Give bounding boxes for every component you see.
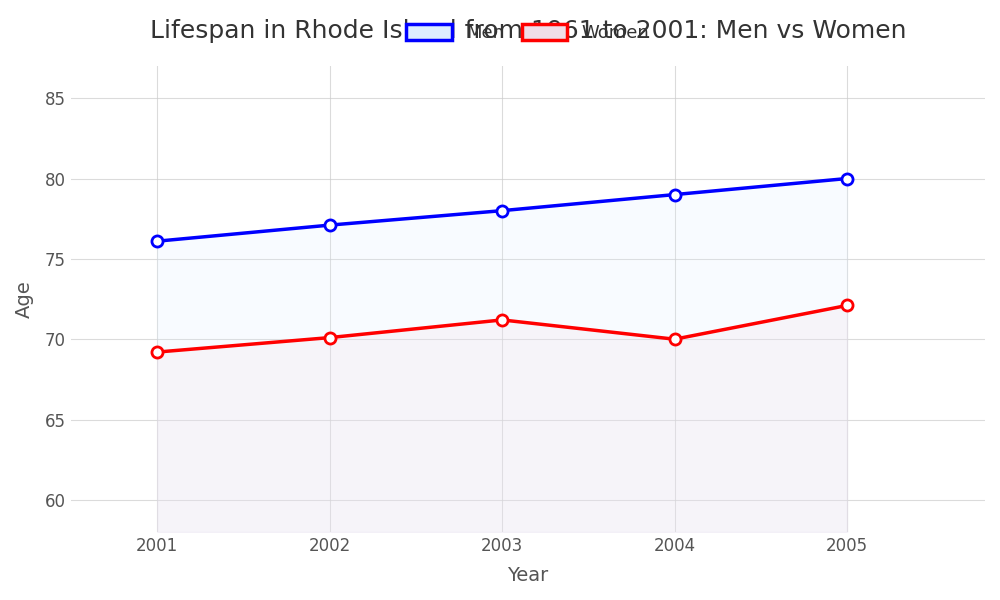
- Y-axis label: Age: Age: [15, 280, 34, 318]
- Legend: Men, Women: Men, Women: [397, 14, 658, 51]
- Title: Lifespan in Rhode Island from 1961 to 2001: Men vs Women: Lifespan in Rhode Island from 1961 to 20…: [150, 19, 906, 43]
- X-axis label: Year: Year: [507, 566, 549, 585]
